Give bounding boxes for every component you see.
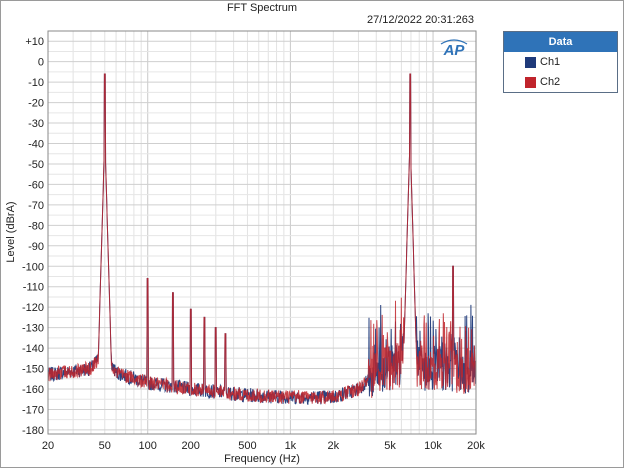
x-tick-label: 5k (384, 440, 396, 452)
y-tick-label: -110 (23, 282, 44, 294)
x-tick-label: 20 (42, 440, 54, 452)
y-tick-label: -180 (22, 425, 44, 437)
series-layer (47, 73, 477, 405)
y-tick-label: +10 (25, 36, 44, 48)
legend-swatch-ch1 (525, 56, 536, 68)
y-tick-label: -50 (28, 159, 44, 171)
legend-label-ch2: Ch2 (540, 76, 561, 88)
y-tick-label: -160 (22, 384, 44, 396)
y-tick-label: -100 (22, 261, 44, 273)
y-tick-label: -60 (28, 179, 44, 191)
y-tick-label: -80 (28, 220, 44, 232)
ap-logo: AP (440, 39, 468, 59)
ap-logo-arc (440, 39, 468, 45)
y-tick-label: -140 (22, 343, 44, 355)
chart-title: FFT Spectrum (227, 2, 297, 14)
y-tick-label: -70 (28, 200, 44, 212)
grid (47, 31, 477, 434)
y-axis-label: Level (dBrA) (5, 201, 17, 262)
x-axis-label: Frequency (Hz) (224, 453, 300, 465)
x-tick-label: 50 (99, 440, 111, 452)
y-tick-label: -150 (22, 364, 44, 376)
legend-label-ch1: Ch1 (540, 56, 561, 68)
plot-border (47, 30, 477, 435)
tick-labels: 20 50 100 200 500 1k 2k 5k 10k 20k +10 0 -10 -20 -30 -4… (22, 36, 485, 452)
x-tick-label: 1k (285, 440, 297, 452)
ap-logo-text: AP (443, 42, 466, 59)
legend-item-ch1[interactable]: Ch1 (504, 52, 617, 72)
legend-item-ch2[interactable]: Ch2 (504, 72, 617, 92)
x-tick-label: 20k (467, 440, 485, 452)
chart-timestamp: 27/12/2022 20:31:263 (367, 14, 474, 26)
y-tick-label: -40 (28, 139, 44, 151)
x-tick-label: 100 (139, 440, 157, 452)
y-tick-label: 0 (38, 57, 44, 69)
legend-title: Data (504, 32, 617, 52)
x-tick-label: 10k (424, 440, 442, 452)
x-tick-label: 200 (181, 440, 199, 452)
x-tick-label: 500 (238, 440, 256, 452)
y-tick-label: -170 (22, 404, 44, 416)
series-line-ch2 (47, 73, 477, 405)
y-tick-label: -120 (22, 302, 44, 314)
y-tick-label: -20 (28, 98, 44, 110)
legend-swatch-ch2 (525, 76, 536, 88)
y-tick-label: -10 (28, 77, 44, 89)
legend: Data Ch1 Ch2 (503, 31, 618, 93)
y-tick-label: -130 (22, 323, 44, 335)
y-tick-label: -30 (28, 118, 44, 130)
x-tick-label: 2k (328, 440, 340, 452)
y-tick-label: -90 (28, 241, 44, 253)
